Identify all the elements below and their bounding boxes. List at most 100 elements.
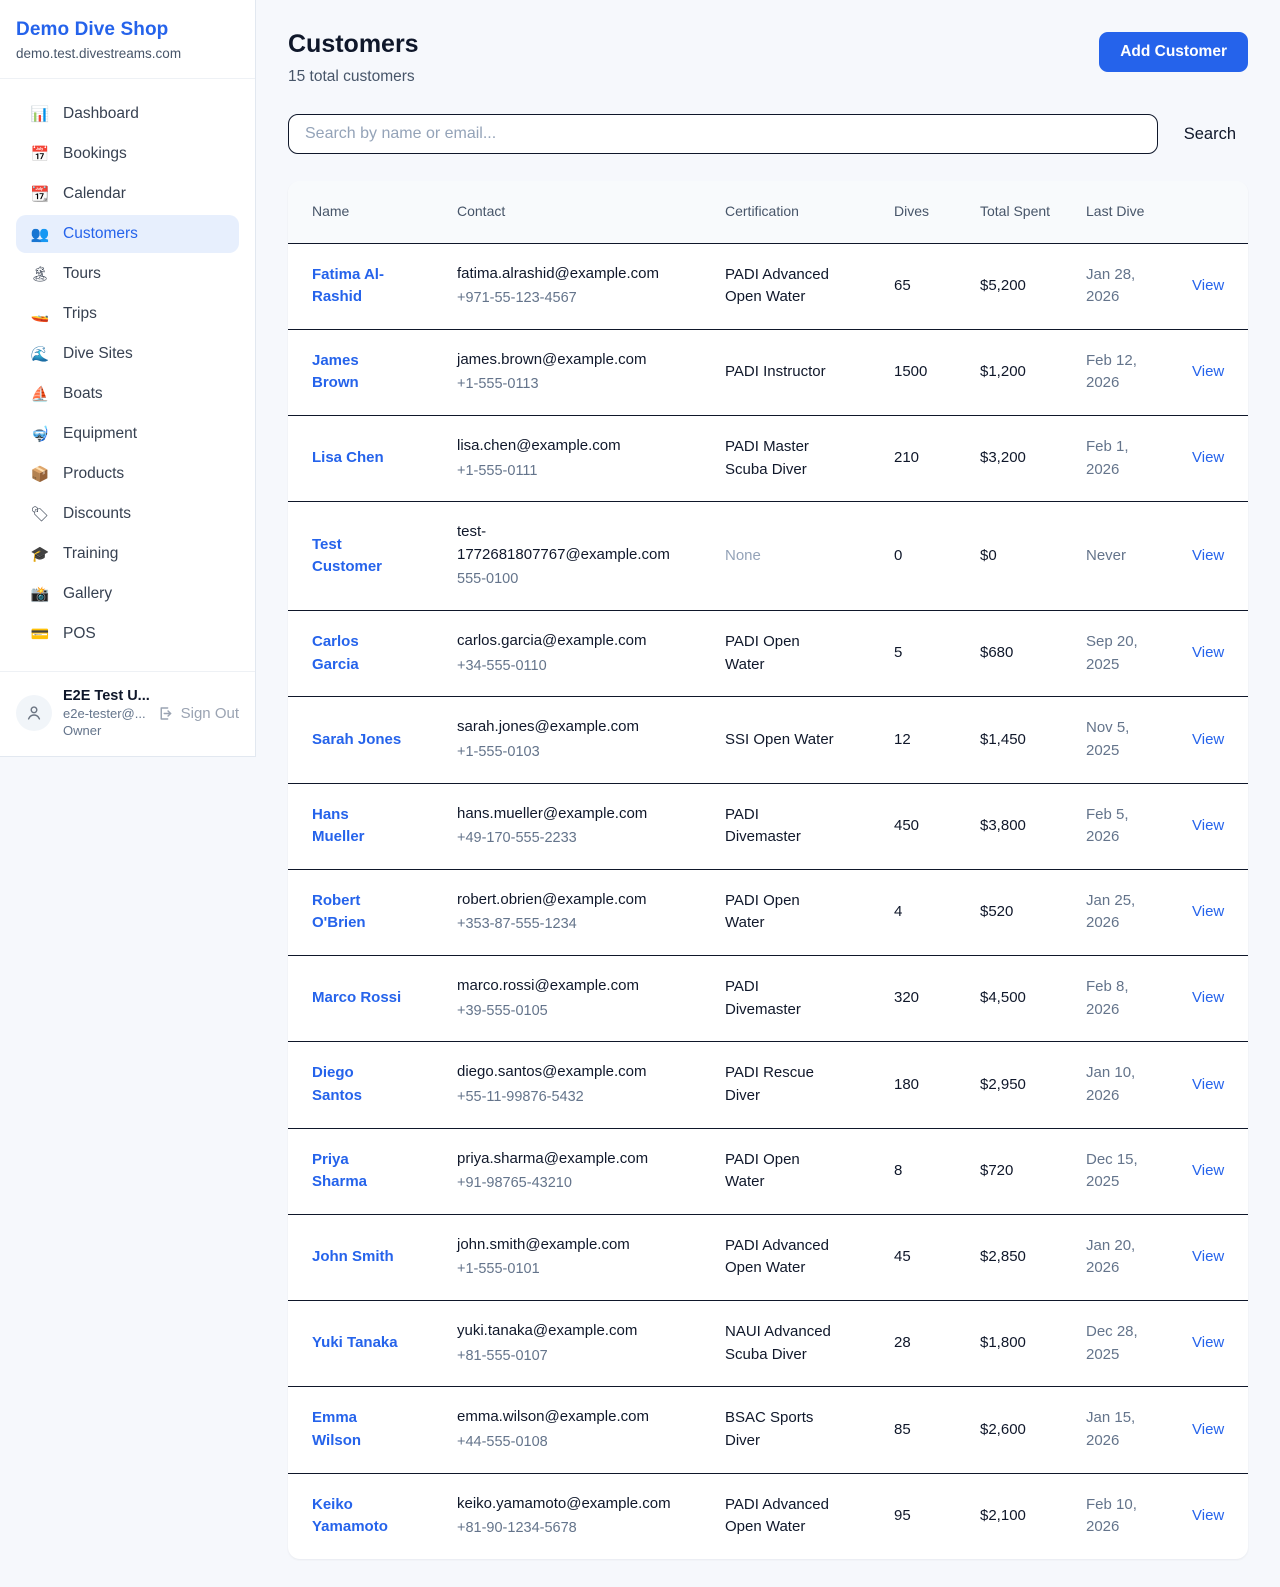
customer-certification: SSI Open Water (725, 730, 834, 748)
view-customer-link[interactable]: View (1192, 816, 1225, 834)
customer-last-dive: Dec 28, 2025 (1086, 1323, 1138, 1363)
customer-last-dive: Feb 1, 2026 (1086, 438, 1129, 478)
sidebar-item-label: Equipment (63, 425, 138, 442)
sidebar-item-products[interactable]: 📦 Products (16, 455, 239, 493)
column-header: Contact (433, 181, 701, 244)
customer-certification: PADI Instructor (725, 363, 826, 381)
customer-dives: 85 (870, 1386, 956, 1474)
customer-dives: 1500 (870, 329, 956, 417)
search-button[interactable]: Search (1172, 117, 1248, 152)
customer-name-link[interactable]: Robert O'Brien (312, 891, 366, 932)
customer-table-body: Fatima Al-Rashid fatima.alrashid@example.… (288, 243, 1248, 1559)
customer-name-link[interactable]: John Smith (312, 1248, 394, 1266)
sidebar-item-training[interactable]: 🎓 Training (16, 535, 239, 573)
view-customer-link[interactable]: View (1192, 1161, 1225, 1179)
customer-name-link[interactable]: Carlos Garcia (312, 633, 359, 673)
sign-out-button[interactable]: Sign Out (157, 705, 239, 722)
customer-name-link[interactable]: Diego Santos (312, 1064, 363, 1104)
sidebar-item-gallery[interactable]: 📸 Gallery (16, 575, 239, 613)
customer-name-link[interactable]: Keiko Yamamoto (312, 1495, 388, 1536)
column-header: Last Dive (1062, 181, 1168, 244)
sidebar-item-dive-sites[interactable]: 🌊 Dive Sites (16, 335, 239, 373)
customer-certification: PADI Advanced Open Water (725, 1495, 829, 1536)
island-icon: 🏝 (30, 265, 50, 283)
sidebar-item-label: Trips (63, 305, 97, 322)
customer-dives: 0 (870, 501, 956, 611)
avatar (16, 695, 52, 732)
customer-name-link[interactable]: Test Customer (312, 535, 383, 576)
add-customer-button[interactable]: Add Customer (1099, 32, 1248, 72)
view-customer-link[interactable]: View (1192, 903, 1225, 921)
view-customer-link[interactable]: View (1192, 276, 1225, 294)
view-customer-link[interactable]: View (1192, 1420, 1225, 1438)
customer-email: emma.wilson@example.com (457, 1408, 649, 1426)
customer-name-link[interactable]: Hans Mueller (312, 805, 365, 846)
customer-table: Name Contact Certification Dives Total Spent… (288, 181, 1248, 1559)
customer-total-spent: $1,200 (956, 329, 1062, 417)
table-row: Sarah Jones sarah.jones@example.com +1-555… (288, 696, 1248, 784)
table-row: James Brown james.brown@example.com +1-555… (288, 329, 1248, 417)
customer-total-spent: $520 (956, 869, 1062, 957)
view-customer-link[interactable]: View (1192, 1506, 1225, 1524)
sidebar-item-dashboard[interactable]: 📊 Dashboard (16, 95, 239, 133)
customer-name-link[interactable]: Fatima Al-Rashid (312, 265, 384, 306)
customer-total-spent: $3,200 (956, 415, 1062, 503)
view-customer-link[interactable]: View (1192, 1075, 1225, 1093)
customer-last-dive: Jan 20, 2026 (1086, 1236, 1136, 1277)
sidebar-item-trips[interactable]: 🚤 Trips (16, 295, 239, 333)
column-header: Name (288, 181, 433, 244)
customer-email: yuki.tanaka@example.com (457, 1322, 638, 1339)
customer-dives: 95 (894, 1506, 911, 1524)
page-header: Customers 15 total customers Add Custome… (288, 30, 1248, 86)
customer-phone: +1-555-0113 (457, 376, 539, 393)
customer-name-link[interactable]: Priya Sharma (312, 1150, 368, 1191)
view-customer-link[interactable]: View (1192, 449, 1225, 467)
sign-out-label: Sign Out (180, 704, 239, 722)
customer-last-dive: Feb 8, 2026 (1086, 978, 1129, 1018)
sidebar-item-label: Calendar (63, 185, 126, 202)
view-customer-link[interactable]: View (1192, 363, 1225, 381)
view-customer-link[interactable]: View (1192, 989, 1225, 1007)
view-customer-link[interactable]: View (1192, 1334, 1225, 1352)
page-title: Customers (288, 30, 419, 58)
table-row: Yuki Tanaka yuki.tanaka@example.com +81-55… (288, 1300, 1248, 1388)
column-header: Certification (701, 181, 870, 244)
sidebar-item-bookings[interactable]: 📅 Bookings (16, 135, 239, 173)
customer-certification: PADI Master Scuba Diver (725, 438, 809, 478)
search-input[interactable] (288, 114, 1158, 154)
customer-phone: +1-555-0111 (457, 462, 538, 479)
sidebar-item-discounts[interactable]: 🏷 Discounts (16, 495, 239, 533)
customer-name-link[interactable]: Lisa Chen (312, 449, 384, 467)
sidebar-item-equipment[interactable]: 🤿 Equipment (16, 415, 239, 453)
sidebar-item-label: Dashboard (63, 105, 139, 122)
sidebar-item-label: Gallery (63, 585, 113, 602)
customer-email: sarah.jones@example.com (457, 718, 639, 736)
view-customer-link[interactable]: View (1192, 730, 1225, 748)
sidebar-item-boats[interactable]: ⛵ Boats (16, 375, 239, 413)
customer-name-link[interactable]: James Brown (312, 351, 359, 392)
customer-phone: +353-87-555-1234 (457, 916, 577, 933)
customer-last-dive: Feb 12, 2026 (1086, 351, 1137, 392)
sidebar-item-label: Discounts (63, 505, 132, 522)
table-row: Test Customer test-1772681807767@example.… (288, 501, 1248, 611)
sidebar-item-tours[interactable]: 🏝 Tours (16, 255, 239, 293)
customer-certification: PADI Divemaster (725, 805, 801, 846)
view-customer-link[interactable]: View (1192, 1248, 1225, 1266)
customer-email: fatima.alrashid@example.com (457, 264, 659, 282)
customer-name-link[interactable]: Marco Rossi (312, 989, 402, 1007)
customer-total-spent: $2,950 (956, 1041, 1062, 1129)
customer-phone: +1-555-0103 (457, 743, 540, 760)
calendar-icon: 📅 (30, 145, 50, 163)
customer-last-dive: Feb 10, 2026 (1086, 1495, 1137, 1536)
sidebar-item-label: POS (63, 625, 96, 642)
customer-email: john.smith@example.com (457, 1235, 630, 1253)
customer-phone: 555-0100 (457, 571, 519, 588)
sidebar-item-customers[interactable]: 👥 Customers (16, 215, 239, 253)
view-customer-link[interactable]: View (1192, 644, 1225, 662)
customer-name-link[interactable]: Emma Wilson (312, 1409, 362, 1449)
view-customer-link[interactable]: View (1192, 546, 1225, 564)
customer-name-link[interactable]: Sarah Jones (312, 730, 402, 748)
customer-name-link[interactable]: Yuki Tanaka (312, 1334, 398, 1352)
sidebar-item-pos[interactable]: 💳 POS (16, 615, 239, 653)
sidebar-item-calendar[interactable]: 📆 Calendar (16, 175, 239, 213)
